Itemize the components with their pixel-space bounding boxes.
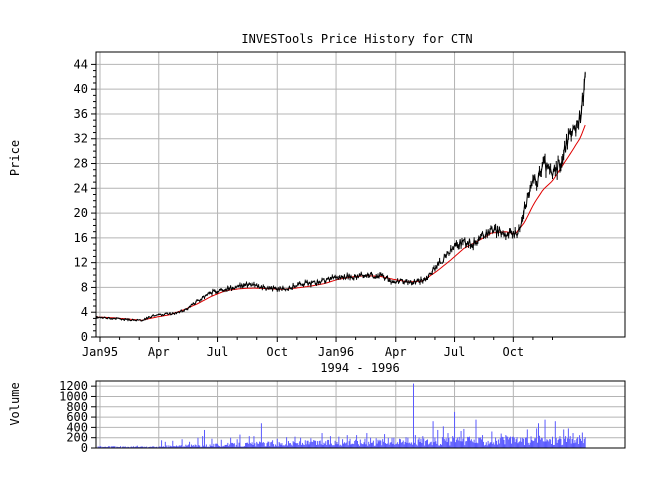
price-y-tick-label: 16 (74, 231, 88, 245)
date-x-tick-label: Apr (385, 345, 407, 359)
volume-grid (96, 381, 625, 448)
date-x-tick-label: Jul (444, 345, 466, 359)
date-x-axis: Jan95 Apr Jul Oct Jan96 Apr Jul Oct (82, 337, 554, 359)
price-y-tick-label: 20 (74, 206, 88, 220)
volume-y-tick-label: 200 (66, 431, 88, 445)
price-y-tick-label: 4 (81, 305, 88, 319)
price-y-tick-label: 36 (74, 107, 88, 121)
price-y-tick-label: 8 (81, 280, 88, 294)
volume-bars (96, 383, 586, 448)
moving-average-line (96, 124, 586, 321)
date-x-tick-label: Jul (207, 345, 229, 359)
date-x-tick-label: Jan95 (82, 345, 118, 359)
volume-plot-frame (95, 380, 626, 449)
price-y-tick-label: 0 (81, 330, 88, 344)
volume-y-tick-label: 0 (81, 441, 88, 455)
price-y-tick-label: 32 (74, 132, 88, 146)
price-y-tick-label: 24 (74, 181, 88, 195)
y-axis-label-price: Price (8, 140, 22, 176)
moving-average-layer (96, 124, 586, 321)
price-grid (96, 52, 625, 337)
price-y-tick-label: 40 (74, 82, 88, 96)
volume-y-tick-label: 1000 (59, 389, 88, 403)
price-y-tick-label: 44 (74, 57, 88, 71)
price-y-tick-label: 28 (74, 157, 88, 171)
price-plot-frame (95, 51, 626, 338)
date-x-tick-label: Jan96 (318, 345, 354, 359)
price-layer (96, 71, 586, 322)
volume-y-tick-label: 1200 (59, 379, 88, 393)
x-axis-label: 1994 - 1996 (320, 361, 399, 375)
volume-y-tick-label: 400 (66, 420, 88, 434)
date-x-tick-label: Apr (148, 345, 170, 359)
price-y-tick-label: 12 (74, 256, 88, 270)
volume-y-tick-label: 800 (66, 400, 88, 414)
date-x-tick-label: Oct (266, 345, 288, 359)
y-axis-label-volume: Volume (8, 382, 22, 425)
date-x-tick-label: Oct (502, 345, 524, 359)
price-line (96, 72, 586, 322)
volume-y-tick-label: 600 (66, 410, 88, 424)
chart-title: INVESTools Price History for CTN (241, 32, 472, 46)
price-y-axis: 0 4 8 12 16 20 24 28 32 36 40 44 (74, 57, 96, 344)
